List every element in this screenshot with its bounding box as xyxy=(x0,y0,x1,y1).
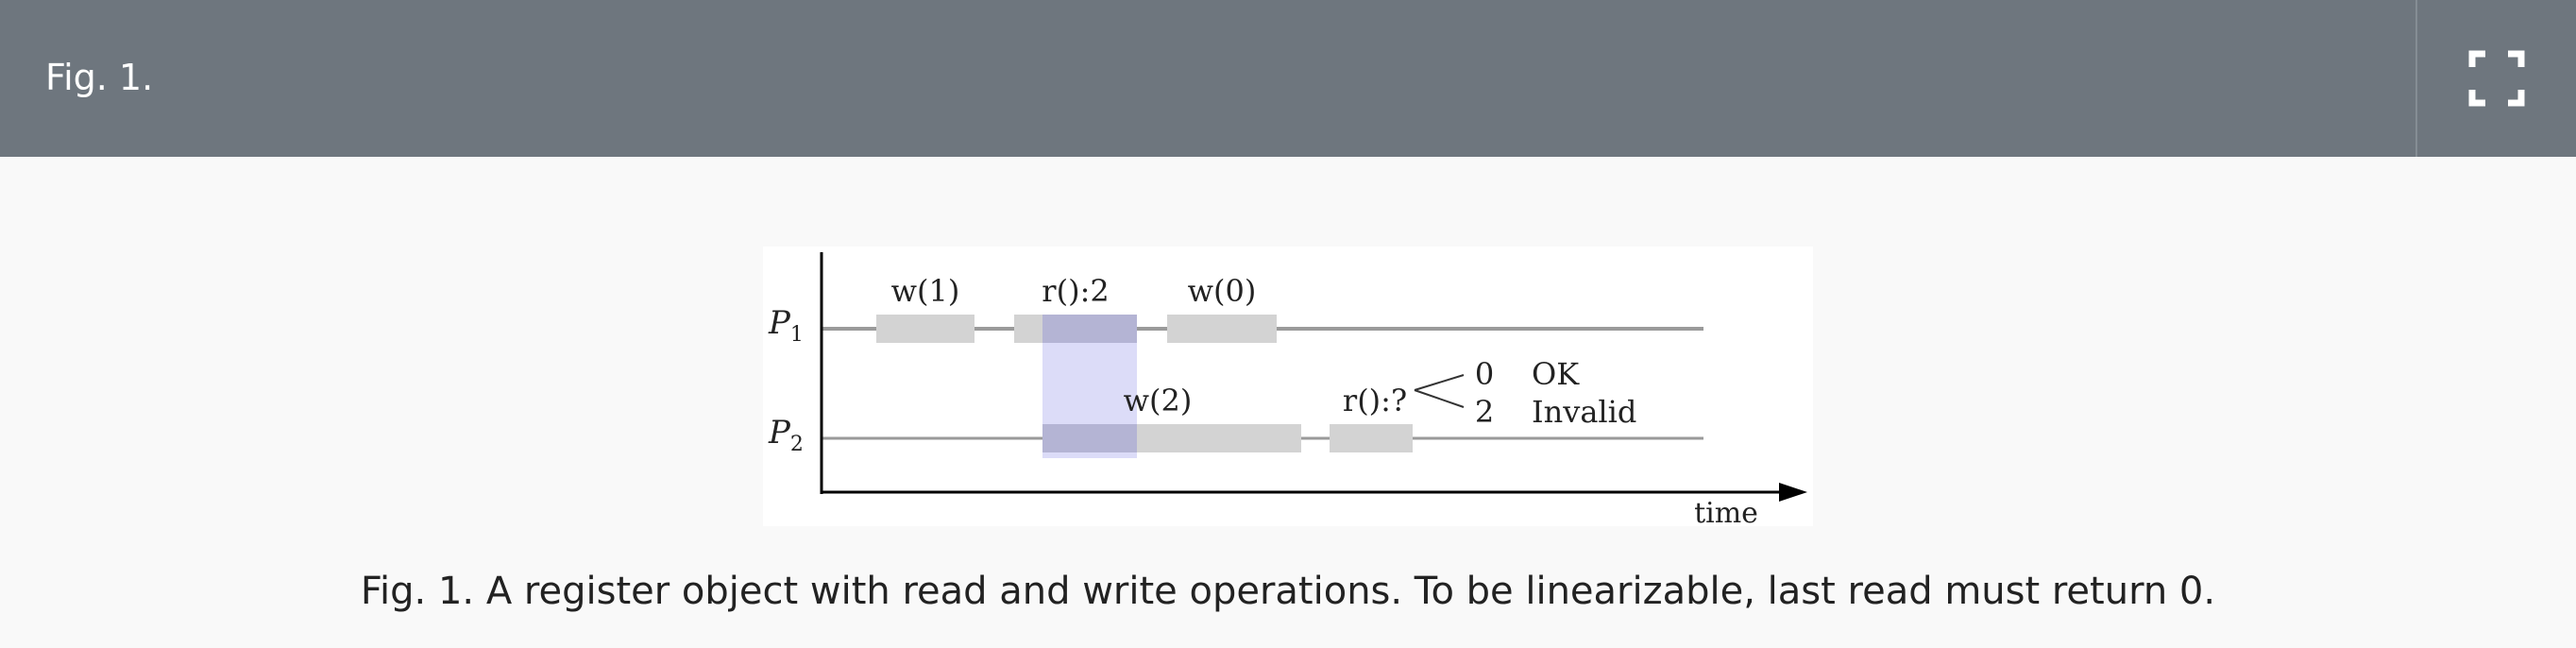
op-label-w0: w(0) xyxy=(1188,273,1257,309)
branch-line-ok xyxy=(1414,374,1465,391)
outcome-value-ok: 0 xyxy=(1475,356,1494,392)
figure-image: P1 P2 w(1) r():2 w(0) w(2) r():? 0 OK 2 … xyxy=(763,247,1813,526)
caption-label: Fig. 1. xyxy=(360,570,475,613)
op-bar-r2-overlap xyxy=(1042,315,1137,343)
outcome-label-ok: OK xyxy=(1532,356,1580,392)
process-label-p2: P2 xyxy=(768,414,804,456)
figure-header: Fig. 1. xyxy=(0,0,2576,157)
op-label-rq: r():? xyxy=(1343,383,1407,418)
header-divider xyxy=(2415,0,2417,157)
op-label-w2: w(2) xyxy=(1124,383,1193,418)
caption-text: A register object with read and write op… xyxy=(474,570,2216,613)
outcome-value-invalid: 2 xyxy=(1475,394,1494,430)
figure-caption: Fig. 1. A register object with read and … xyxy=(0,563,2576,620)
header-title: Fig. 1. xyxy=(45,57,154,98)
time-label: time xyxy=(1694,497,1758,526)
op-bar-rq xyxy=(1330,424,1413,452)
op-bar-w0 xyxy=(1167,315,1277,343)
outcome-label-invalid: Invalid xyxy=(1532,394,1636,430)
branch-line-invalid xyxy=(1414,389,1465,408)
expand-button[interactable] xyxy=(2417,0,2576,157)
time-axis-arrow xyxy=(1779,483,1807,502)
op-bar-w2 xyxy=(1137,424,1301,452)
op-label-w1: w(1) xyxy=(891,273,960,309)
op-bar-w1 xyxy=(876,315,974,343)
process-label-p1: P1 xyxy=(768,304,804,347)
fullscreen-expand-icon xyxy=(2468,50,2525,107)
op-bar-r2-left xyxy=(1014,315,1042,343)
op-bar-w2-overlap xyxy=(1042,424,1137,452)
op-label-r2: r():2 xyxy=(1042,273,1109,309)
